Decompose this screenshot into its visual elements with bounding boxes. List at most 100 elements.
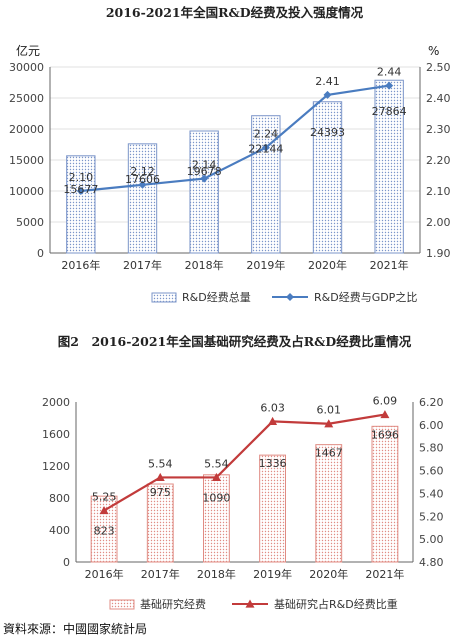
y-right-tick-label: 2.50 — [426, 61, 451, 74]
y-right-unit: % — [428, 44, 439, 58]
x-tick-label: 2017年 — [141, 567, 180, 581]
bar-data-label: 15677 — [63, 183, 98, 196]
bar — [127, 143, 158, 254]
x-tick-label: 2016年 — [61, 258, 100, 272]
line-point — [323, 90, 332, 99]
bar — [315, 444, 343, 563]
bar — [374, 79, 404, 254]
line-data-label: 2.12 — [130, 165, 155, 178]
y-right-tick-label: 6.20 — [419, 396, 444, 409]
line-data-label: 2.10 — [69, 171, 94, 184]
line-data-label: 2.24 — [254, 128, 279, 141]
bar — [371, 425, 399, 563]
legend-label-line: R&D经费与GDP之比 — [314, 290, 417, 304]
x-tick-label: 2018年 — [197, 567, 236, 581]
chart1-title: 2016-2021年全国R&D经费及投入强度情况 — [105, 5, 364, 20]
bar — [189, 130, 219, 254]
line-point — [99, 506, 109, 515]
y-left-tick-label: 20000 — [9, 123, 44, 136]
line-point — [268, 416, 278, 426]
y-right-tick-label: 2.20 — [426, 154, 451, 167]
series-line — [103, 413, 386, 512]
chart1: 0 5000 10000 15000 20000 25000 30000 1.90 2.00 2.… — [9, 43, 451, 304]
line-data-label: 5.25 — [92, 491, 117, 504]
y-right-tick-label: 2.10 — [426, 185, 451, 198]
y-left-unit: 亿元 — [16, 43, 40, 58]
bar-data-label: 1090 — [202, 491, 230, 504]
y-left-tick-label: 1200 — [42, 460, 70, 473]
chart2-title: 图2 2016-2021年全国基础研究经费及占R&D经费比重情况 — [57, 334, 412, 349]
bar-data-label: 27864 — [372, 105, 407, 118]
y-left-tick-label: 2000 — [42, 396, 70, 409]
line-data-label: 5.54 — [204, 457, 229, 470]
source-note: 資料來源：中國國家統計局 — [3, 622, 148, 636]
bar-data-label: 19678 — [187, 165, 222, 178]
bar-data-label: 1696 — [371, 428, 399, 441]
line-point — [324, 419, 334, 428]
line-data-label: 6.03 — [260, 401, 285, 414]
legend-label-bar: 基础研究经费 — [140, 597, 206, 611]
y-left-tick-label: 5000 — [16, 216, 44, 229]
y-left-tick-label: 400 — [49, 524, 70, 537]
y-right-tick-label: 5.40 — [419, 487, 444, 500]
bar — [259, 454, 287, 563]
y-left-tick-label: 30000 — [9, 61, 44, 74]
bar-data-label: 975 — [150, 486, 171, 499]
bar — [146, 483, 174, 563]
line-point — [261, 143, 270, 152]
legend-label-line: 基础研究占R&D经费比重 — [274, 597, 398, 611]
line-data-label: 5.54 — [148, 457, 173, 470]
y-right-tick-label: 5.60 — [419, 465, 444, 478]
bar-data-label: 1336 — [259, 457, 287, 470]
line-data-label: 2.14 — [192, 159, 217, 172]
line-point — [200, 174, 209, 183]
line-point — [211, 472, 221, 482]
x-tick-label: 2020年 — [309, 567, 348, 581]
bar — [202, 474, 230, 563]
y-right-tick-label: 6.00 — [419, 419, 444, 432]
legend-swatch-bar — [151, 292, 177, 303]
x-tick-label: 2016年 — [85, 567, 124, 581]
bar-data-label: 17606 — [125, 173, 160, 186]
x-tick-label: 2019年 — [253, 567, 292, 581]
y-left-tick-label: 25000 — [9, 92, 44, 105]
y-left-tick-label: 1600 — [42, 428, 70, 441]
line-point — [155, 472, 165, 482]
y-right-tick-label: 5.80 — [419, 442, 444, 455]
line-data-label: 6.01 — [317, 404, 342, 417]
y-left-tick-label: 15000 — [9, 154, 44, 167]
legend-label-bar: R&D经费总量 — [182, 290, 251, 304]
chart2: 0 400 800 1200 1600 2000 4.80 5.00 5.20 5.40 5.60 5… — [42, 395, 444, 611]
y-left-tick-label: 0 — [37, 247, 44, 260]
bar — [66, 155, 96, 254]
y-right-tick-label: 2.30 — [426, 123, 451, 136]
line-data-label: 2.41 — [315, 75, 340, 88]
line-point — [138, 180, 147, 189]
x-tick-label: 2018年 — [185, 258, 224, 272]
bar — [312, 101, 343, 254]
y-left-tick-label: 800 — [49, 492, 70, 505]
y-right-tick-label: 2.00 — [426, 216, 451, 229]
line-point — [380, 410, 390, 419]
x-tick-label: 2019年 — [246, 258, 285, 272]
x-tick-label: 2021年 — [370, 258, 409, 272]
legend-swatch-bar — [109, 599, 135, 610]
y-right-tick-label: 2.40 — [426, 92, 451, 105]
x-tick-label: 2021年 — [365, 567, 404, 581]
bar-data-label: 22144 — [248, 143, 283, 156]
legend-marker — [286, 293, 294, 301]
bar-data-label: 823 — [94, 525, 115, 538]
bar — [90, 495, 118, 563]
y-left-tick-label: 10000 — [9, 185, 44, 198]
line-point — [385, 81, 394, 90]
y-left-tick-label: 0 — [63, 556, 70, 569]
x-tick-label: 2020年 — [308, 258, 347, 272]
line-point — [76, 187, 85, 195]
y-right-tick-label: 4.80 — [419, 556, 444, 569]
y-right-tick-label: 1.90 — [426, 247, 451, 260]
y-right-tick-label: 5.00 — [419, 533, 444, 546]
y-right-tick-label: 5.20 — [419, 510, 444, 523]
x-tick-label: 2017年 — [123, 258, 162, 272]
line-data-label: 2.44 — [377, 66, 402, 79]
legend-marker — [245, 599, 255, 608]
